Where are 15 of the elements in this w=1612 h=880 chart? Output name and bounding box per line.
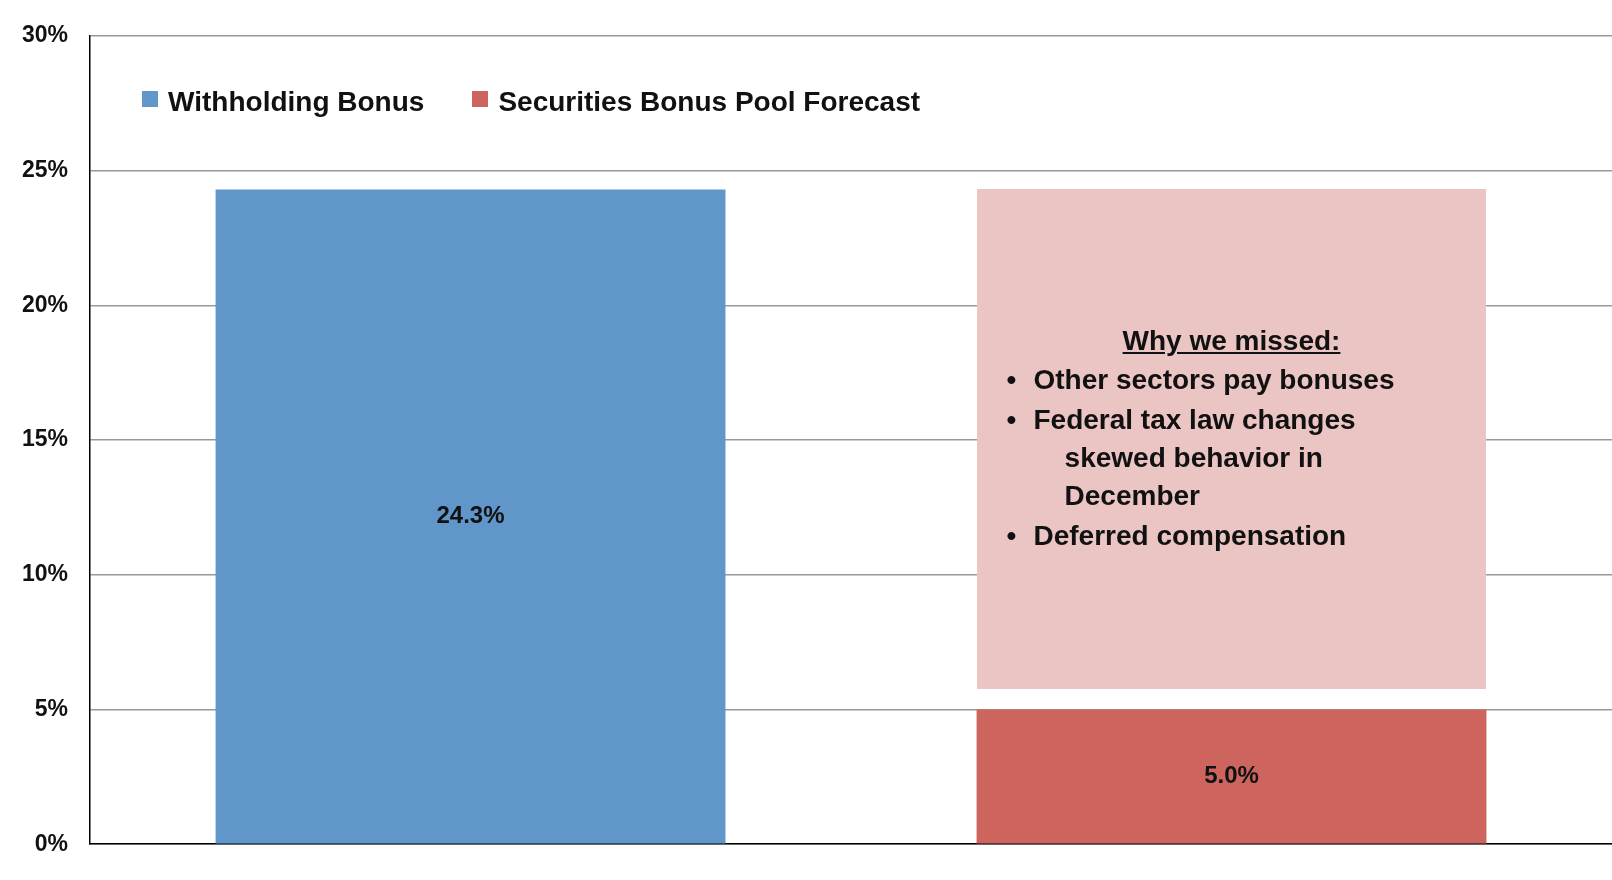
annotation: • Deferred compensation	[1006, 519, 1348, 554]
data-label: 24.3%	[436, 501, 505, 529]
legend-label: Withholding Bonus	[167, 85, 425, 118]
annotation: • Federal tax law changes skewed behavior in December	[1006, 403, 1357, 514]
y-tick-label: 10%	[21, 560, 69, 587]
y-tick-label: 5%	[34, 694, 69, 721]
annotation: • Other sectors pay bonuses	[1006, 363, 1396, 398]
y-tick-label: 30%	[21, 21, 69, 48]
annotation: Why we missed:	[1121, 325, 1342, 358]
y-tick-label: 25%	[21, 155, 69, 182]
legend-label: Securities Bonus Pool Forecast	[497, 85, 921, 118]
y-tick-label: 0%	[34, 829, 69, 856]
y-tick-label: 15%	[21, 425, 69, 452]
y-tick-label: 20%	[21, 290, 69, 317]
data-label: 5.0%	[1204, 761, 1259, 789]
